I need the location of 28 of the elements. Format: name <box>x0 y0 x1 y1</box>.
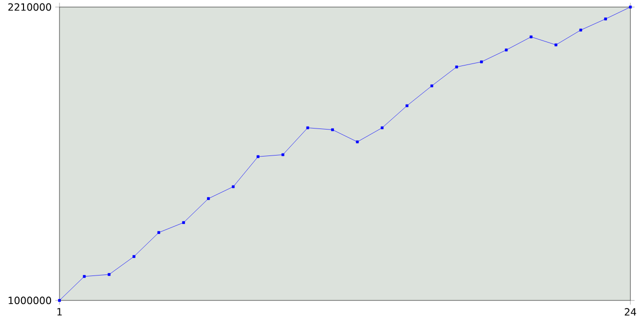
point <box>306 126 310 130</box>
point <box>380 126 384 130</box>
point <box>530 35 532 38</box>
point <box>82 274 86 278</box>
point <box>182 221 185 224</box>
point <box>504 48 508 52</box>
point <box>554 43 558 46</box>
x-tick-label: 1 <box>57 308 62 316</box>
point <box>207 197 210 200</box>
y-tick-label: 1000000 <box>8 296 52 304</box>
point <box>356 140 359 144</box>
point <box>331 128 334 132</box>
point <box>480 60 483 64</box>
point <box>406 104 408 108</box>
point <box>281 153 284 156</box>
point <box>604 17 607 20</box>
point <box>108 272 111 276</box>
y-tick-label: 2210000 <box>8 3 52 11</box>
point <box>256 155 260 158</box>
point <box>132 255 136 258</box>
point <box>455 65 458 68</box>
x-tick-label: 24 <box>624 308 636 316</box>
point <box>157 231 160 234</box>
point <box>232 185 235 188</box>
point <box>579 28 582 32</box>
point <box>430 84 434 88</box>
point <box>58 298 61 302</box>
point <box>628 6 632 8</box>
